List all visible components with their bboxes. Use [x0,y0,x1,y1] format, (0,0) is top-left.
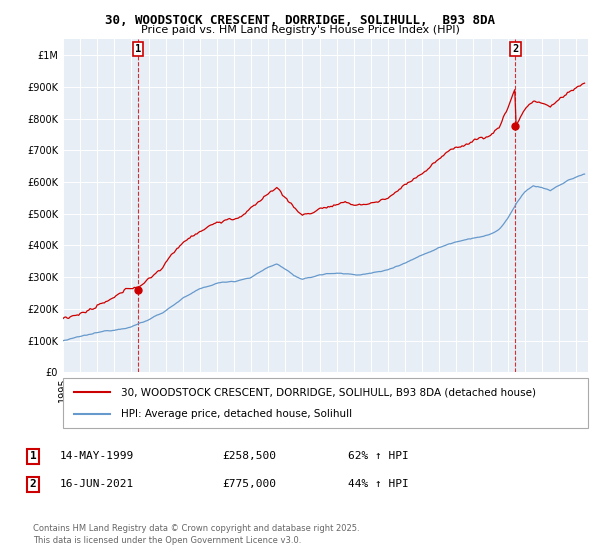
Text: HPI: Average price, detached house, Solihull: HPI: Average price, detached house, Soli… [121,409,352,419]
Text: 16-JUN-2021: 16-JUN-2021 [60,479,134,489]
Text: 62% ↑ HPI: 62% ↑ HPI [348,451,409,461]
Text: 2: 2 [512,44,518,54]
Text: 30, WOODSTOCK CRESCENT, DORRIDGE, SOLIHULL,  B93 8DA: 30, WOODSTOCK CRESCENT, DORRIDGE, SOLIHU… [105,14,495,27]
Text: 14-MAY-1999: 14-MAY-1999 [60,451,134,461]
Text: 1: 1 [134,44,141,54]
Text: 30, WOODSTOCK CRESCENT, DORRIDGE, SOLIHULL, B93 8DA (detached house): 30, WOODSTOCK CRESCENT, DORRIDGE, SOLIHU… [121,387,536,397]
Text: 44% ↑ HPI: 44% ↑ HPI [348,479,409,489]
Text: 2: 2 [29,479,37,489]
FancyBboxPatch shape [63,378,588,428]
Text: £775,000: £775,000 [222,479,276,489]
Text: 1: 1 [29,451,37,461]
Text: Contains HM Land Registry data © Crown copyright and database right 2025.
This d: Contains HM Land Registry data © Crown c… [33,524,359,545]
Text: £258,500: £258,500 [222,451,276,461]
Text: Price paid vs. HM Land Registry's House Price Index (HPI): Price paid vs. HM Land Registry's House … [140,25,460,35]
